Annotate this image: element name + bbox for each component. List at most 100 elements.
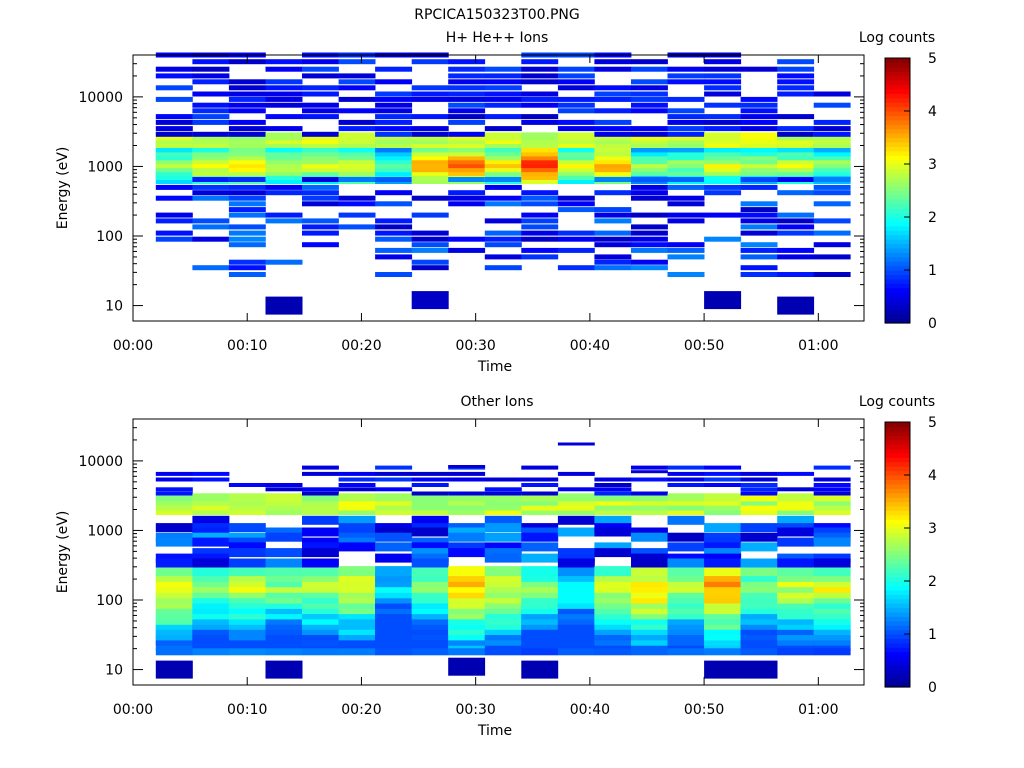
heatmap-cell	[411, 593, 449, 604]
colorbar-swatch	[885, 545, 910, 551]
heatmap-cell	[265, 604, 303, 615]
heatmap-cell	[521, 553, 559, 563]
heatmap-cell	[375, 577, 413, 588]
heatmap-cell	[338, 593, 376, 604]
heatmap-cell	[667, 483, 705, 487]
colorbar-tick-label: 5	[928, 415, 937, 431]
heatmap-cell	[375, 218, 413, 224]
heatmap-cell	[302, 487, 339, 492]
heatmap-cell	[375, 272, 413, 277]
heatmap-cell	[484, 523, 522, 533]
heatmap-cell	[302, 493, 339, 502]
heatmap-cell	[740, 598, 778, 609]
heatmap-cell	[704, 507, 742, 516]
heatmap-cell	[557, 553, 595, 563]
heatmap-cell	[740, 648, 778, 656]
heatmap-cell	[192, 131, 230, 137]
heatmap-cell	[813, 201, 851, 207]
heatmap-cell	[228, 497, 266, 506]
colorbar-swatch	[885, 58, 910, 64]
heatmap-cell	[521, 604, 559, 615]
heatmap-cell	[594, 548, 632, 558]
heatmap-cell	[338, 487, 376, 492]
heatmap-cell	[594, 571, 632, 582]
heatmap-cell	[667, 593, 705, 604]
heatmap-cell	[155, 571, 193, 582]
heatmap-cell	[192, 515, 230, 525]
heatmap-cell	[411, 195, 449, 201]
heatmap-cell	[704, 91, 742, 97]
heatmap-cell	[302, 609, 339, 620]
heatmap-cell	[484, 66, 522, 72]
heatmap-cell	[448, 108, 486, 114]
heatmap-cell	[740, 588, 778, 599]
heatmap-cell	[631, 470, 668, 474]
heatmap-cell	[740, 218, 778, 224]
heatmap-cell	[338, 73, 376, 79]
heatmap-cell	[338, 588, 376, 599]
x-tick-label: 00:20	[341, 338, 381, 354]
heatmap-cell	[265, 126, 303, 132]
heatmap-cell	[265, 114, 303, 120]
heatmap-cell	[411, 614, 449, 625]
heatmap-cell	[448, 625, 486, 635]
heatmap-cell	[704, 532, 742, 542]
heatmap-cell	[155, 635, 193, 646]
heatmap-cell	[448, 593, 486, 604]
heatmap-cell	[338, 537, 376, 547]
colorbar-swatch	[885, 647, 910, 653]
plot-frame	[132, 54, 865, 322]
heatmap-cell	[813, 242, 851, 248]
colorbar-swatch	[885, 270, 910, 276]
heatmap-cell	[521, 497, 559, 506]
heatmap-cell	[521, 566, 559, 577]
heatmap-cell	[228, 523, 266, 533]
heatmap-cell	[192, 59, 230, 65]
heatmap-cell	[667, 131, 705, 137]
heatmap-cell	[411, 527, 449, 537]
heatmap-cell	[777, 126, 815, 132]
heatmap-cell	[228, 230, 266, 236]
heatmap-cell	[228, 242, 266, 248]
heatmap-cell	[777, 85, 815, 91]
heatmap-cell	[228, 593, 266, 604]
heatmap-cell	[740, 114, 778, 120]
heatmap-cell	[594, 218, 632, 224]
heatmap-cell	[667, 108, 705, 114]
heatmap-cell	[411, 114, 449, 120]
colorbar-swatch	[885, 75, 910, 81]
heatmap-cell	[228, 483, 266, 487]
heatmap-cell	[448, 598, 486, 609]
heatmap-cell	[338, 224, 376, 230]
heatmap-cell	[594, 527, 632, 537]
heatmap-cell	[411, 291, 449, 310]
colorbar-swatch	[885, 292, 910, 298]
heatmap-cell	[192, 625, 230, 635]
colorbar-swatch	[885, 541, 910, 547]
heatmap-cell	[557, 85, 595, 91]
heatmap-cell	[813, 558, 851, 568]
heatmap-cell	[777, 598, 815, 609]
heatmap-cell	[411, 236, 449, 242]
heatmap-cell	[740, 102, 778, 108]
heatmap-cell	[228, 588, 266, 599]
heatmap-cell	[411, 571, 449, 582]
heatmap-cell	[192, 598, 230, 609]
heatmap-cell	[265, 614, 303, 625]
heatmap-cell	[448, 91, 486, 97]
heatmap-cell	[375, 131, 413, 137]
heatmap-cell	[557, 126, 595, 132]
colorbar-swatch	[885, 550, 910, 556]
heatmap-cell	[375, 471, 413, 476]
heatmap-cell	[265, 493, 303, 502]
colorbar-swatch	[885, 71, 910, 77]
heatmap-cell	[631, 108, 668, 114]
colorbar-swatch	[885, 519, 910, 525]
heatmap-cell	[155, 577, 193, 588]
heatmap-cell	[667, 614, 705, 625]
heatmap-cell	[704, 126, 742, 132]
heatmap-cell	[557, 236, 595, 242]
heatmap-cell	[631, 593, 668, 604]
heatmap-cell	[740, 630, 778, 641]
heatmap-cell	[813, 598, 851, 609]
